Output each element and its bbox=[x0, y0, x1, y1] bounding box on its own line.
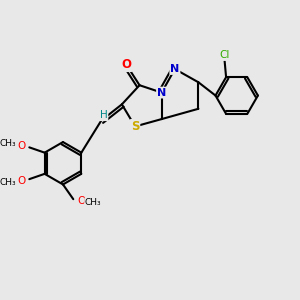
Text: CH₃: CH₃ bbox=[85, 198, 102, 207]
Text: O: O bbox=[17, 141, 25, 151]
Text: O: O bbox=[17, 176, 25, 186]
Text: S: S bbox=[131, 120, 140, 133]
Text: CH₃: CH₃ bbox=[0, 178, 16, 187]
Text: O: O bbox=[121, 58, 131, 71]
Text: O: O bbox=[77, 196, 86, 206]
Text: CH₃: CH₃ bbox=[0, 139, 16, 148]
Text: N: N bbox=[170, 64, 179, 74]
Text: Cl: Cl bbox=[219, 50, 230, 60]
Text: H: H bbox=[100, 110, 107, 120]
Text: N: N bbox=[157, 88, 166, 98]
